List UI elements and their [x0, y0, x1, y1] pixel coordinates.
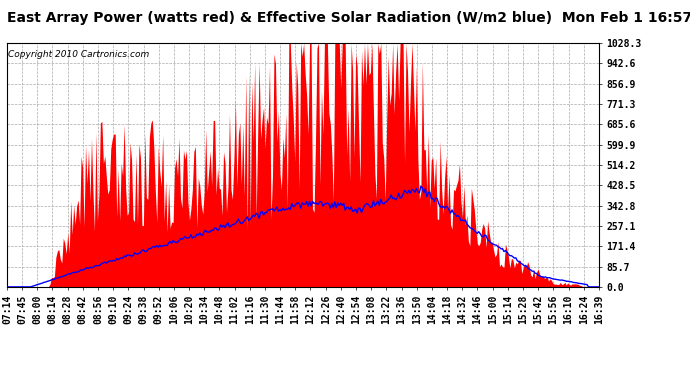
Text: Copyright 2010 Cartronics.com: Copyright 2010 Cartronics.com: [8, 51, 149, 59]
Text: East Array Power (watts red) & Effective Solar Radiation (W/m2 blue)  Mon Feb 1 : East Array Power (watts red) & Effective…: [7, 11, 690, 25]
